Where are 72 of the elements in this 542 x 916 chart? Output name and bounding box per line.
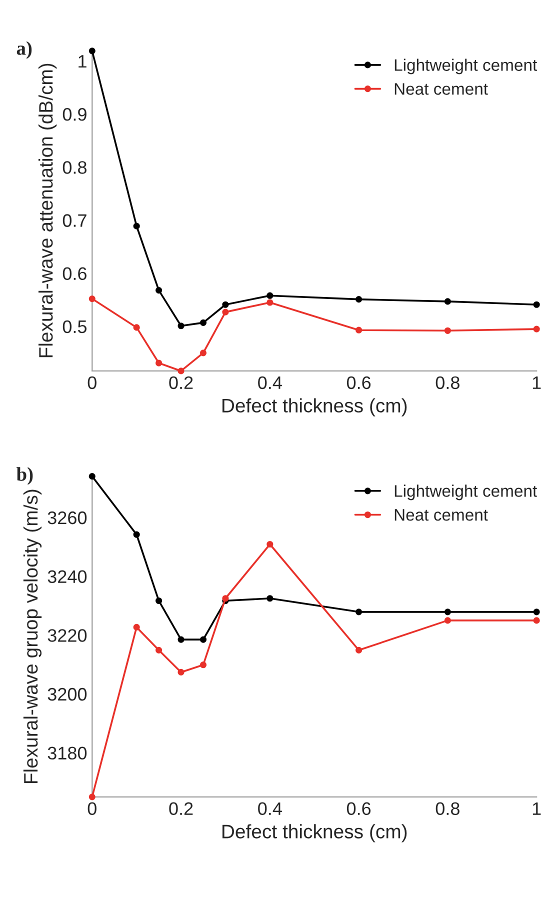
point bbox=[200, 350, 207, 356]
point bbox=[222, 301, 229, 308]
y-tick-label: 3180 bbox=[48, 746, 87, 760]
point bbox=[533, 617, 540, 624]
y-tick-label: 3220 bbox=[48, 629, 87, 642]
x-tick-label: 0.6 bbox=[346, 376, 371, 390]
legend-label: Neat cement bbox=[394, 509, 488, 521]
point bbox=[356, 326, 362, 334]
x-axis-title: Defect thickness (cm) bbox=[222, 824, 407, 842]
x-tick-label: 0 bbox=[88, 376, 96, 390]
x-tick-label: 0.6 bbox=[346, 802, 371, 816]
point bbox=[356, 608, 362, 616]
legend-label: Neat cement bbox=[394, 83, 488, 95]
y-tick-label: 0.6 bbox=[62, 267, 86, 280]
legend-label: Lightweight cement bbox=[394, 484, 538, 500]
point bbox=[444, 608, 451, 616]
point bbox=[133, 324, 140, 331]
point bbox=[88, 295, 96, 302]
y-tick-label: 0.7 bbox=[62, 214, 86, 227]
point bbox=[156, 646, 162, 654]
x-tick-label: 0.4 bbox=[258, 376, 282, 390]
y-tick-label: 3260 bbox=[48, 511, 87, 524]
point bbox=[88, 794, 96, 800]
x-axis-title: Defect thickness (cm) bbox=[222, 398, 407, 416]
point bbox=[356, 296, 362, 303]
x-tick-label: 0.8 bbox=[436, 802, 460, 816]
point bbox=[266, 292, 274, 299]
point bbox=[178, 322, 184, 330]
x-tick-label: 0.4 bbox=[258, 802, 282, 816]
legend-label: Lightweight cement bbox=[394, 58, 538, 74]
x-tick-label: 0 bbox=[88, 802, 96, 816]
y-tick-label: 1 bbox=[78, 55, 86, 68]
y-tick-label: 0.5 bbox=[62, 320, 87, 334]
point bbox=[533, 608, 540, 616]
x-tick-label: 0.2 bbox=[169, 376, 193, 390]
point bbox=[222, 595, 229, 602]
y-tick-label: 0.9 bbox=[62, 108, 86, 121]
point bbox=[200, 319, 207, 326]
point bbox=[266, 299, 274, 306]
point bbox=[88, 48, 96, 54]
point bbox=[266, 540, 274, 548]
point bbox=[444, 298, 451, 305]
point bbox=[533, 326, 540, 332]
point bbox=[156, 287, 162, 294]
x-tick-label: 1 bbox=[532, 376, 541, 389]
y-tick-label: 0.8 bbox=[62, 161, 86, 174]
point bbox=[178, 636, 184, 643]
point bbox=[222, 308, 229, 316]
point bbox=[156, 597, 162, 604]
point bbox=[200, 662, 207, 668]
y-tick-label: 3240 bbox=[48, 570, 87, 584]
point bbox=[88, 473, 96, 480]
point bbox=[133, 531, 140, 538]
point bbox=[444, 617, 451, 624]
text: b) bbox=[16, 467, 33, 485]
point bbox=[356, 646, 362, 654]
x-tick-label: 0.2 bbox=[169, 802, 193, 816]
point bbox=[444, 327, 451, 334]
point bbox=[200, 636, 207, 643]
point bbox=[266, 595, 274, 602]
x-tick-label: 1 bbox=[532, 802, 541, 815]
y-axis-title: Flexural-wave gruop velocity (m/s) bbox=[23, 490, 42, 784]
point bbox=[156, 360, 162, 366]
text: a) bbox=[16, 41, 32, 59]
y-tick-label: 3200 bbox=[48, 688, 87, 701]
point bbox=[133, 624, 140, 631]
point bbox=[178, 668, 184, 676]
point bbox=[133, 222, 140, 230]
point bbox=[178, 368, 184, 374]
y-axis-title: Flexural-wave attenuation (dB/cm) bbox=[38, 64, 57, 358]
point bbox=[533, 301, 540, 308]
x-tick-label: 0.8 bbox=[436, 376, 460, 390]
